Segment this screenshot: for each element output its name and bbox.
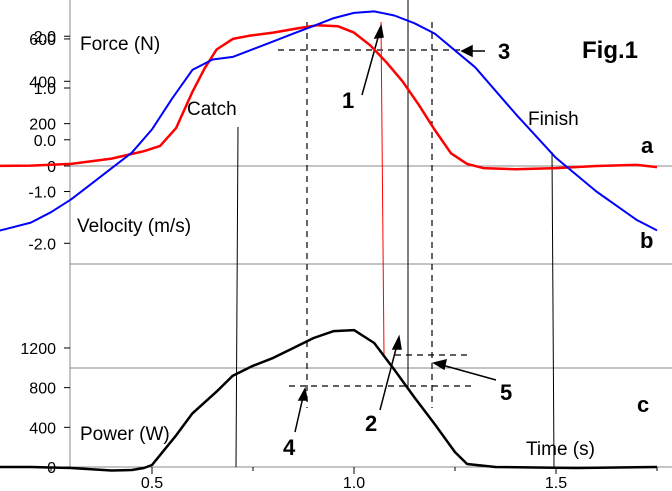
panel-letter-b: b [640, 228, 653, 253]
marker-4-label: 4 [283, 435, 296, 460]
velocity-ytick-label: -2.0 [28, 236, 56, 253]
tick-marks [50, 35, 658, 474]
panel-letter-a: a [641, 133, 654, 158]
velocity-ytick-label: 2.0 [34, 29, 56, 46]
power-ytick-label: 400 [29, 420, 56, 437]
panel-letter-c: c [637, 392, 649, 417]
time-axis-label: Time (s) [526, 439, 595, 460]
force-ytick-label: 600 [29, 32, 56, 49]
marker-5-label: 5 [500, 380, 512, 405]
velocity-ytick-label: 0.0 [34, 133, 56, 150]
power-axis-label: Power (W) [80, 424, 170, 445]
grid-lines [63, 0, 672, 468]
marker-3-label: 3 [498, 39, 510, 64]
velocity-ytick-label: 1.0 [34, 81, 56, 98]
force-ytick-label: 0 [47, 159, 56, 176]
force-ytick-label: 400 [29, 74, 56, 91]
annotation-arrows [294, 23, 497, 433]
time-xtick-label: 1.0 [343, 475, 365, 491]
velocity-series-line [0, 10, 658, 232]
velocity-ytick-label: -1.0 [28, 185, 56, 202]
figure-label: Fig.1 [582, 37, 638, 64]
power-series-line [0, 328, 658, 472]
velocity-axis-label: Velocity (m/s) [77, 216, 191, 237]
time-xtick-label: 1.5 [545, 475, 567, 491]
marker-1-label: 1 [342, 88, 354, 113]
power-ytick-label: 800 [29, 381, 56, 398]
finish-label: Finish [528, 109, 579, 130]
tick-labels: 02004006002.01.00.0-1.0-2.0040080012000.… [20, 29, 567, 491]
power-ytick-label: 1200 [20, 341, 56, 358]
marker-2-label: 2 [365, 411, 377, 436]
catch-label: Catch [187, 99, 237, 120]
reference-lines [235, 0, 555, 468]
time-xtick-label: 0.5 [141, 475, 163, 491]
force-ytick-label: 200 [29, 117, 56, 134]
force-axis-label: Force (N) [80, 34, 160, 55]
